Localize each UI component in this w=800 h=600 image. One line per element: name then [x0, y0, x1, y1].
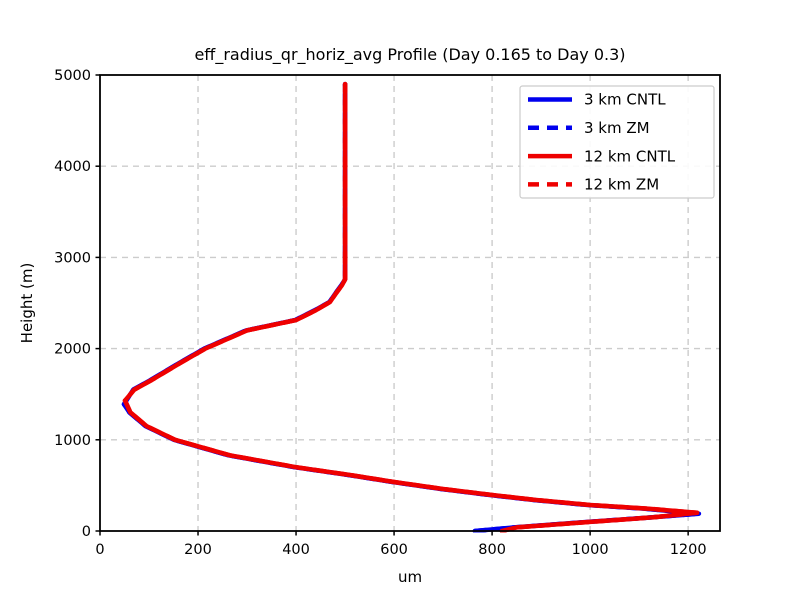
- x-axis-label: um: [397, 568, 423, 586]
- y-tick-label: 5000: [54, 68, 91, 84]
- legend-item: 12 km CNTL: [528, 147, 676, 165]
- legend-item: 12 km ZM: [528, 176, 659, 194]
- legend-item: 3 km ZM: [528, 119, 650, 137]
- x-tick-label: 200: [184, 542, 212, 558]
- legend-item-label: 3 km ZM: [584, 119, 650, 137]
- series-line-12-km-zm: [122, 81, 700, 533]
- y-tick-label: 1000: [54, 433, 91, 449]
- x-tick-label: 400: [282, 542, 310, 558]
- chart-title: eff_radius_qr_horiz_avg Profile (Day 0.1…: [194, 45, 626, 64]
- x-tick-label: 600: [380, 542, 408, 558]
- y-tick-label: 0: [82, 524, 91, 540]
- x-tick-label: 0: [95, 542, 104, 558]
- y-axis-label: Height (m): [18, 262, 36, 344]
- legend-item-label: 3 km CNTL: [584, 91, 666, 109]
- x-tick-label: 1000: [572, 542, 609, 558]
- legend-item-label: 12 km CNTL: [584, 147, 676, 165]
- x-tick-label: 1200: [670, 542, 707, 558]
- y-tick-label: 2000: [54, 342, 91, 358]
- legend: 3 km CNTL 3 km ZM 12 km CNTL 12 km ZM: [519, 85, 715, 199]
- x-tick-label: 800: [478, 542, 506, 558]
- axes-frame: [99, 74, 721, 532]
- legend-item: 3 km CNTL: [528, 91, 666, 109]
- legend-item-label: 12 km ZM: [584, 176, 659, 194]
- y-tick-label: 4000: [54, 159, 91, 175]
- y-tick-label: 3000: [54, 250, 91, 266]
- series-group: [121, 81, 702, 533]
- legend-box: [519, 85, 715, 199]
